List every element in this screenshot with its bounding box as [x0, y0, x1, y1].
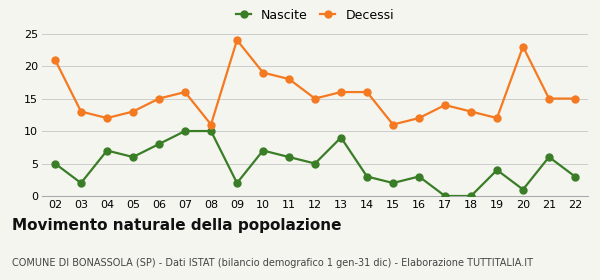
Decessi	[520, 45, 527, 48]
Decessi	[337, 90, 344, 94]
Decessi	[493, 116, 500, 120]
Nascite	[52, 162, 59, 165]
Text: Movimento naturale della popolazione: Movimento naturale della popolazione	[12, 218, 341, 234]
Decessi	[155, 97, 163, 100]
Nascite	[442, 194, 449, 198]
Nascite	[103, 149, 110, 152]
Nascite	[155, 142, 163, 146]
Decessi	[442, 103, 449, 107]
Decessi	[286, 77, 293, 81]
Decessi	[181, 90, 188, 94]
Decessi	[103, 116, 110, 120]
Decessi	[364, 90, 371, 94]
Line: Decessi: Decessi	[52, 37, 578, 128]
Nascite	[259, 149, 266, 152]
Nascite	[286, 155, 293, 159]
Nascite	[311, 162, 319, 165]
Decessi	[130, 110, 137, 113]
Nascite	[130, 155, 137, 159]
Nascite	[571, 175, 578, 178]
Decessi	[259, 71, 266, 74]
Nascite	[337, 136, 344, 139]
Decessi	[571, 97, 578, 100]
Nascite	[77, 181, 85, 185]
Nascite	[520, 188, 527, 191]
Decessi	[208, 123, 215, 126]
Line: Nascite: Nascite	[52, 128, 578, 199]
Nascite	[233, 181, 241, 185]
Nascite	[208, 129, 215, 133]
Nascite	[545, 155, 553, 159]
Nascite	[493, 168, 500, 172]
Decessi	[52, 58, 59, 61]
Nascite	[415, 175, 422, 178]
Legend: Nascite, Decessi: Nascite, Decessi	[231, 4, 399, 27]
Decessi	[77, 110, 85, 113]
Nascite	[389, 181, 397, 185]
Decessi	[311, 97, 319, 100]
Text: COMUNE DI BONASSOLA (SP) - Dati ISTAT (bilancio demografico 1 gen-31 dic) - Elab: COMUNE DI BONASSOLA (SP) - Dati ISTAT (b…	[12, 258, 533, 268]
Decessi	[415, 116, 422, 120]
Decessi	[233, 38, 241, 42]
Decessi	[389, 123, 397, 126]
Nascite	[467, 194, 475, 198]
Nascite	[181, 129, 188, 133]
Nascite	[364, 175, 371, 178]
Decessi	[545, 97, 553, 100]
Decessi	[467, 110, 475, 113]
